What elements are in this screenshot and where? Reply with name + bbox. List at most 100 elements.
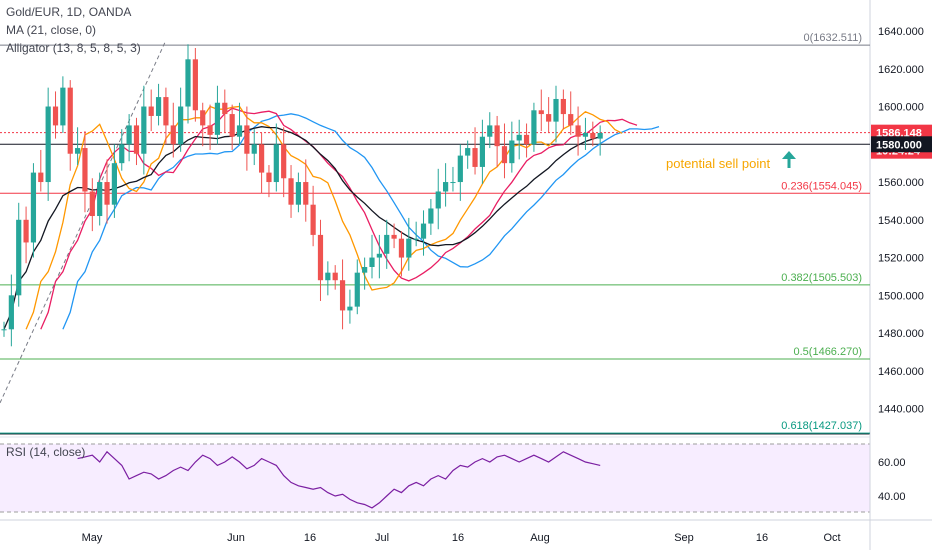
candle-body[interactable] [325, 272, 331, 281]
candle-body[interactable] [523, 134, 530, 145]
candle-body[interactable] [8, 295, 14, 330]
candle-body[interactable] [67, 87, 73, 154]
candle-body[interactable] [339, 280, 346, 311]
candle-body[interactable] [472, 148, 478, 167]
alligator-jaw-line[interactable] [62, 113, 660, 330]
candle-body[interactable] [288, 178, 294, 205]
candle-body[interactable] [347, 306, 353, 311]
ma-line[interactable] [3, 126, 601, 330]
candle-body[interactable] [30, 172, 37, 243]
candle-body[interactable] [391, 234, 397, 239]
candle-body[interactable] [155, 97, 162, 116]
candle-body[interactable] [465, 148, 471, 156]
candle-body[interactable] [222, 102, 228, 115]
candle-body[interactable] [281, 144, 287, 179]
symbol-legend[interactable]: Gold/EUR, 1D, OANDA [6, 5, 132, 19]
candle-body[interactable] [450, 182, 456, 184]
candle-body[interactable] [428, 208, 434, 224]
candle-body[interactable] [97, 182, 103, 217]
price-tick-label: 1620.000 [878, 64, 924, 76]
candle-body[interactable] [398, 238, 405, 258]
candle-body[interactable] [178, 106, 184, 145]
candle-body[interactable] [413, 238, 419, 240]
candle-body[interactable] [207, 125, 213, 135]
candle-body[interactable] [575, 125, 581, 137]
candle-body[interactable] [185, 59, 191, 107]
candle-body[interactable] [317, 234, 324, 281]
candle-body[interactable] [111, 163, 117, 205]
candle-body[interactable] [52, 106, 59, 126]
candle-body[interactable] [1, 329, 7, 331]
candle-body[interactable] [420, 223, 427, 239]
candle-body[interactable] [553, 98, 559, 122]
candle-body[interactable] [119, 144, 125, 164]
candle-body[interactable] [487, 125, 493, 137]
candle-body[interactable] [16, 219, 22, 296]
candle-body[interactable] [369, 257, 375, 267]
arrow-up-icon [782, 151, 796, 168]
candle-body[interactable] [516, 134, 522, 141]
candle-body[interactable] [546, 114, 552, 122]
candle-body[interactable] [214, 102, 221, 135]
candle-body[interactable] [236, 125, 243, 137]
alligator-teeth-line[interactable] [40, 107, 638, 330]
time-tick-label: 16 [304, 532, 316, 544]
candle-body[interactable] [376, 253, 382, 258]
rsi-tick-label: 40.00 [878, 491, 906, 503]
candle-body[interactable] [303, 182, 309, 205]
candle-body[interactable] [494, 125, 500, 147]
candle-body[interactable] [597, 132, 603, 139]
candle-body[interactable] [259, 144, 265, 173]
candle-body[interactable] [354, 272, 360, 307]
candle-body[interactable] [406, 238, 412, 258]
candle-body[interactable] [590, 132, 596, 139]
candle-body[interactable] [126, 125, 132, 145]
candle-body[interactable] [23, 219, 29, 243]
candle-body[interactable] [443, 182, 449, 192]
candle-body[interactable] [332, 272, 338, 281]
candle-body[interactable] [457, 155, 463, 183]
candle-body[interactable] [200, 110, 206, 126]
ma-legend[interactable]: MA (21, close, 0) [6, 23, 97, 37]
candle-body[interactable] [133, 125, 140, 154]
rsi-legend[interactable]: RSI (14, close) [6, 445, 86, 459]
candle-body[interactable] [251, 144, 257, 154]
rsi-tick-label: 60.00 [878, 457, 906, 469]
candle-body[interactable] [244, 125, 250, 154]
alligator-lips-line[interactable] [25, 105, 623, 330]
candle-body[interactable] [104, 182, 110, 205]
candle-body[interactable] [229, 114, 235, 137]
fib-label: 0.236(1554.045) [781, 180, 862, 192]
candle-body[interactable] [384, 234, 390, 254]
candle-body[interactable] [273, 144, 279, 183]
candle-body[interactable] [538, 110, 544, 115]
candle-body[interactable] [89, 191, 95, 217]
candle-body[interactable] [266, 172, 272, 183]
candle-body[interactable] [568, 114, 574, 126]
candle-body[interactable] [501, 146, 508, 164]
candle-body[interactable] [435, 191, 441, 209]
candle-body[interactable] [163, 97, 169, 126]
candle-body[interactable] [560, 98, 566, 115]
candle-body[interactable] [192, 59, 198, 111]
time-tick-label: Jun [227, 532, 245, 544]
candle-body[interactable] [60, 87, 66, 126]
candle-body[interactable] [141, 106, 147, 154]
rsi-line[interactable] [77, 450, 601, 509]
candle-body[interactable] [45, 106, 51, 183]
candle-body[interactable] [82, 148, 88, 192]
candle-body[interactable] [362, 267, 368, 273]
candle-body[interactable] [310, 204, 316, 235]
alligator-legend[interactable]: Alligator (13, 8, 5, 8, 5, 3) [6, 41, 141, 55]
fib-label: 0.5(1466.270) [794, 346, 863, 358]
candle-body[interactable] [509, 140, 515, 164]
candle-body[interactable] [531, 110, 537, 145]
candle-body[interactable] [75, 148, 81, 154]
candle-body[interactable] [170, 125, 176, 145]
candle-body[interactable] [295, 182, 301, 205]
candle-body[interactable] [479, 136, 485, 167]
candle-body[interactable] [38, 172, 44, 183]
candle-body[interactable] [582, 132, 589, 137]
candle-body[interactable] [148, 106, 154, 116]
